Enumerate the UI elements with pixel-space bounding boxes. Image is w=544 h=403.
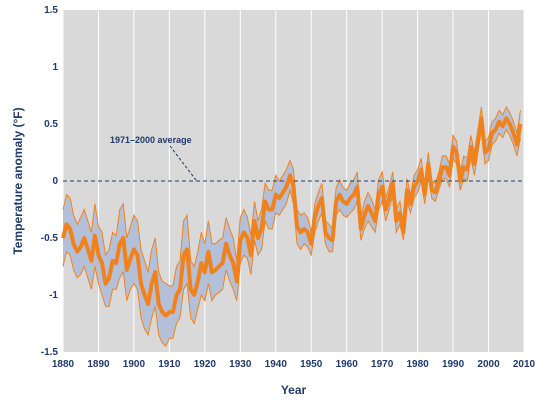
uncertainty-upper-edge: [62, 105, 521, 287]
anomaly-series-line: [61, 116, 523, 318]
x-axis-ticks: 1880 1890 1900 1910 1920 1930 1940 1950 1960 1970…: [52, 359, 536, 370]
x-axis-label: Year: [281, 383, 307, 397]
x-tick-label: 1940: [265, 359, 288, 370]
x-tick-label: 1920: [194, 359, 217, 370]
y-tick-label: -0.5: [41, 233, 59, 244]
y-tick-label: 1.5: [44, 5, 58, 16]
y-axis-label: Temperature anomaly (°F): [11, 107, 25, 254]
y-tick-label: 0: [52, 176, 58, 187]
x-tick-label: 1910: [158, 359, 181, 370]
uncertainty-lower-edge: [62, 128, 521, 348]
baseline-annotation-pointer: [169, 145, 197, 181]
uncertainty-band: [63, 106, 521, 347]
baseline-annotation: 1971–2000 average: [110, 135, 192, 145]
x-tick-label: 1900: [123, 359, 146, 370]
x-tick-label: 1950: [300, 359, 323, 370]
x-tick-label: 2000: [477, 359, 500, 370]
y-tick-label: -1: [49, 290, 58, 301]
y-axis-ticks: -1.5 -1 -0.5 0 0.5 1 1.5: [41, 5, 59, 358]
x-tick-label: 1880: [52, 359, 75, 370]
x-tick-label: 2010: [513, 359, 536, 370]
y-tick-label: -1.5: [41, 347, 59, 358]
x-tick-label: 1990: [442, 359, 465, 370]
x-tick-label: 1960: [336, 359, 359, 370]
x-tick-label: 1890: [87, 359, 110, 370]
y-tick-label: 0.5: [44, 119, 58, 130]
y-tick-label: 1: [52, 62, 58, 73]
x-tick-label: 1970: [371, 359, 394, 370]
x-tick-label: 1930: [229, 359, 252, 370]
x-tick-label: 1980: [406, 359, 429, 370]
